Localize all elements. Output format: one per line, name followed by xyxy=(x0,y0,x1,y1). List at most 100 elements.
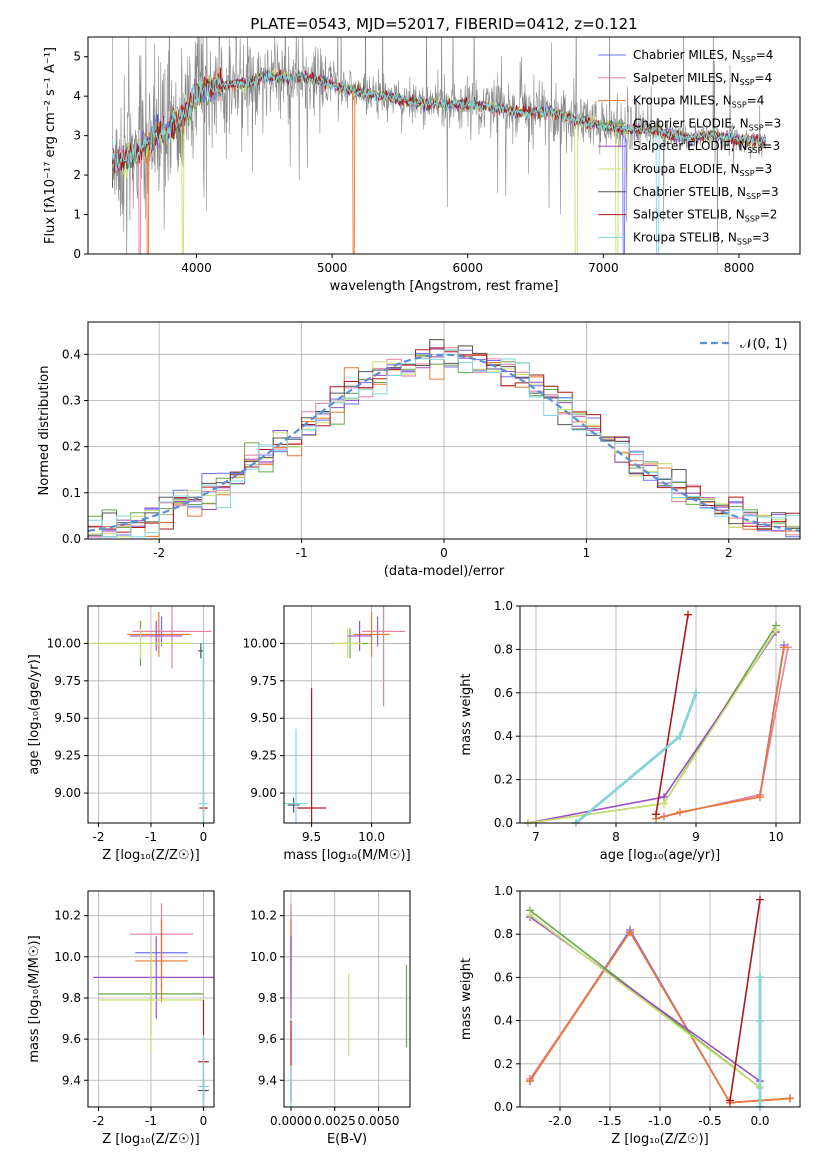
x-tick-label: -2.0 xyxy=(548,1114,571,1128)
legend-nssp-eq: = xyxy=(747,94,757,108)
panel-mass-vs-Z: -2 -1 0 9.4 9.6 9.8 10.0 10.2 Z [log₁₀(Z/Z☉)] mas… xyxy=(27,890,215,1147)
x-tick-label: 0.0 xyxy=(750,1114,769,1128)
legend-nssp-eq: = xyxy=(755,162,765,176)
y-tick-label: 9.8 xyxy=(258,991,277,1005)
weight-marker-salpeter-stelib xyxy=(726,1096,734,1105)
y-tick-label: 10.2 xyxy=(54,909,81,923)
x-tick-label: -2 xyxy=(93,1114,105,1128)
legend-nssp-eq: = xyxy=(761,185,771,199)
x-tick-label: -1 xyxy=(145,830,157,844)
weight-area xyxy=(524,610,792,827)
panel-age-vs-mass: 9.5 10.0 9.00 9.25 9.50 9.75 10.00 mass [log₁₀(… xyxy=(243,605,411,863)
model-fit-kroupa-stelib xyxy=(111,71,767,254)
weight-marker-kroupa-miles xyxy=(780,643,788,652)
y-tick-label: 9.4 xyxy=(258,1073,277,1087)
legend-nssp-eq: = xyxy=(752,230,762,244)
y-tick-label: 0.4 xyxy=(62,347,81,361)
y-tick-label: 0.0 xyxy=(494,1100,513,1114)
histogram-area xyxy=(88,339,800,538)
x-tick-label: 0.0025 xyxy=(314,1114,356,1128)
legend-nssp-sub: SSP xyxy=(741,55,756,64)
x-axis-label: age [log₁₀(age/yr)] xyxy=(600,848,721,863)
axes-frame xyxy=(519,890,801,1108)
observed-spectrum-line xyxy=(112,37,767,254)
x-tick-label: 9.5 xyxy=(302,830,321,844)
y-axis-label: mass weight xyxy=(459,958,474,1040)
legend-nssp-eq: = xyxy=(760,208,770,222)
y-tick-label: 10.2 xyxy=(250,909,277,923)
x-tick-label: 6000 xyxy=(452,261,483,275)
weight-marker-kroupa-stelib xyxy=(676,732,684,741)
x-tick-label: 8 xyxy=(612,830,620,844)
legend-model-name: Chabrier ELODIE xyxy=(633,116,732,130)
legend-nssp-value: 4 xyxy=(765,71,773,85)
y-tick-label: 9.50 xyxy=(250,711,277,725)
legend-label: Chabrier STELIB, NSSP=3 xyxy=(633,185,779,201)
y-tick-label: 9.8 xyxy=(62,991,81,1005)
y-tick-label: 0.4 xyxy=(494,729,513,743)
legend-nssp-eq: = xyxy=(762,139,772,153)
weight-line-kroupa-elodie xyxy=(527,629,777,824)
weight-marker-salpeter-stelib xyxy=(652,810,660,819)
legend-nssp-value: 3 xyxy=(774,116,782,130)
legend-nssp-sub: SSP xyxy=(745,215,760,224)
legend-nssp-value: 3 xyxy=(765,162,773,176)
legend-label: Chabrier ELODIE, NSSP=3 xyxy=(633,116,781,132)
x-axis-label: mass [log₁₀(M/M☉)] xyxy=(283,848,410,863)
legend-nssp-sub: SSP xyxy=(740,169,755,178)
y-tick-label: 0.2 xyxy=(62,440,81,454)
spectrum-title: PLATE=0543, MJD=52017, FIBERID=0412, z=0… xyxy=(250,15,637,33)
panel-mass-vs-ebv: 0.0000 0.0025 0.0050 9.4 9.6 9.8 10.0 10.2 E(B-V… xyxy=(250,890,411,1147)
y-axis-label: Flux [fλ10⁻¹⁷ erg cm⁻² s⁻¹ A⁻¹] xyxy=(43,47,58,244)
axes-frame xyxy=(87,605,215,824)
weight-marker-kroupa-stelib xyxy=(692,688,700,697)
panel-residuals: -2 -1 0 1 2 0.0 0.1 0.2 0.3 0.4 (data-model)/error… xyxy=(37,321,801,579)
legend-model-name: Kroupa ELODIE xyxy=(633,162,723,176)
axes-frame xyxy=(87,321,801,540)
x-tick-label: 0 xyxy=(200,830,208,844)
legend-nssp-eq: = xyxy=(764,116,774,130)
x-tick-label: 10 xyxy=(768,830,783,844)
y-axis-label: mass weight xyxy=(459,673,474,755)
weight-marker-salpeter-stelib xyxy=(756,895,764,904)
x-tick-label: 1 xyxy=(583,546,591,560)
x-axis-label: Z [log₁₀(Z/Z☉)] xyxy=(611,1132,708,1147)
legend-nssp-prefix: , N xyxy=(724,48,741,62)
y-tick-label: 0.1 xyxy=(62,486,81,500)
weight-line-salpeter-elodie xyxy=(527,631,777,824)
y-tick-label: 9.25 xyxy=(250,749,277,763)
errorbar-area xyxy=(290,903,408,1107)
weight-marker-kroupa-stelib xyxy=(756,973,764,982)
x-tick-label: 5000 xyxy=(317,261,348,275)
x-axis-label: wavelength [Angstrom, rest frame] xyxy=(330,279,559,294)
legend-model-name: Kroupa STELIB xyxy=(633,230,720,244)
legend-nssp-prefix: , N xyxy=(731,139,748,153)
legend-label: Salpeter MILES, NSSP=4 xyxy=(633,71,772,87)
legend-model-name: Salpeter ELODIE xyxy=(633,139,731,153)
x-tick-label: 7 xyxy=(532,830,540,844)
y-tick-label: 2 xyxy=(73,168,81,182)
legend-nssp-prefix: , N xyxy=(728,208,745,222)
y-tick-label: 9.75 xyxy=(250,674,277,688)
panel-weight-vs-age: 7 8 9 10 0.0 0.2 0.4 0.6 0.8 1.0 age [log₁₀(age/yr… xyxy=(459,599,801,863)
legend-label: Chabrier MILES, NSSP=4 xyxy=(633,48,773,64)
y-tick-label: 10.00 xyxy=(47,636,81,650)
weight-marker-kroupa-miles xyxy=(626,928,634,937)
x-axis-label: E(B-V) xyxy=(327,1132,367,1147)
x-tick-label: -2 xyxy=(153,546,165,560)
errorbar-area xyxy=(284,606,406,823)
x-tick-label: 2 xyxy=(725,546,733,560)
weight-marker-kroupa-miles xyxy=(676,808,684,817)
x-tick-label: -2 xyxy=(93,830,105,844)
y-tick-label: 10.0 xyxy=(250,950,277,964)
errorbar-area xyxy=(88,606,212,823)
legend-nssp-prefix: , N xyxy=(723,71,740,85)
panel-weight-vs-Z: -2.0 -1.5 -1.0 -0.5 0.0 0.0 0.2 0.4 0.6 0.8 1.0 Z [… xyxy=(459,884,801,1147)
y-tick-label: 0.0 xyxy=(62,532,81,546)
y-tick-label: 0.0 xyxy=(494,816,513,830)
y-tick-label: 1.0 xyxy=(494,884,513,898)
y-tick-label: 1 xyxy=(73,208,81,222)
weight-marker-salpeter-stelib xyxy=(684,610,692,619)
axes-frame xyxy=(283,605,411,824)
